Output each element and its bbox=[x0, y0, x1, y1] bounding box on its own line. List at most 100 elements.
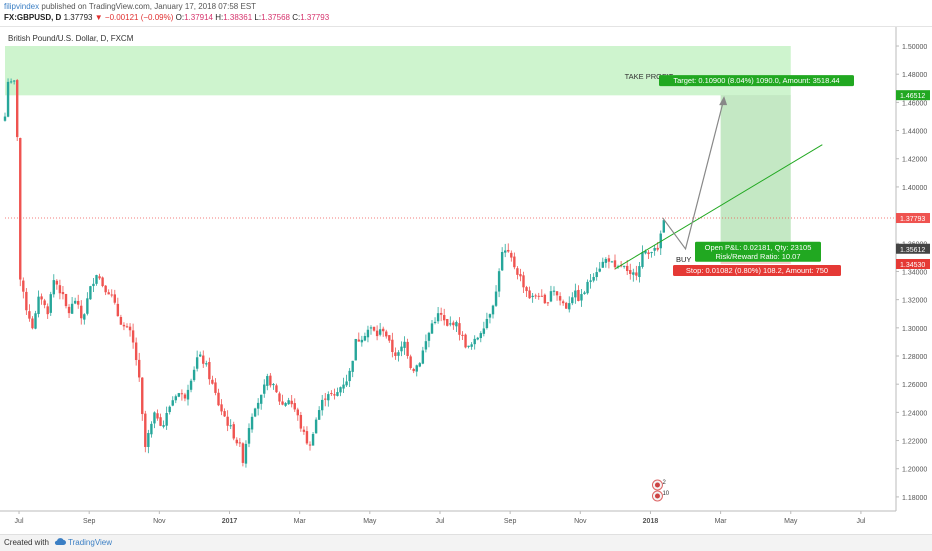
candle-body bbox=[177, 393, 181, 397]
candle-body bbox=[293, 403, 296, 410]
price-tick-label: 1.34000 bbox=[902, 269, 927, 276]
author-link[interactable]: filipvindex bbox=[4, 2, 40, 11]
tradingview-link[interactable]: TradingView bbox=[68, 538, 113, 547]
event-marker[interactable]: 10 bbox=[651, 490, 670, 502]
candle-body bbox=[635, 272, 638, 276]
candle-body bbox=[400, 346, 403, 352]
candle-body bbox=[558, 296, 562, 301]
candle-body bbox=[266, 376, 269, 386]
candle-body bbox=[333, 394, 336, 396]
candle-body bbox=[491, 305, 495, 315]
candle-body bbox=[561, 301, 565, 304]
candle-body bbox=[507, 249, 510, 252]
candle-body bbox=[360, 339, 364, 343]
candle-body bbox=[80, 305, 83, 319]
candle-body bbox=[86, 298, 89, 314]
candle-body bbox=[656, 247, 659, 250]
target-label[interactable]: Target: 0.10900 (8.04%) 1090.0, Amount: … bbox=[659, 75, 854, 87]
candle-body bbox=[610, 261, 614, 263]
candle-body bbox=[43, 300, 46, 306]
candle-body bbox=[314, 419, 318, 434]
price-tick-label: 1.42000 bbox=[902, 157, 927, 164]
candle-body bbox=[555, 291, 559, 296]
flag-icon-center bbox=[654, 482, 660, 488]
candle-body bbox=[25, 291, 28, 311]
chart-frame: 1.50000 1.48000 1.46000 1.44000 1.42000 1.400… bbox=[0, 26, 932, 535]
candle-body bbox=[153, 412, 156, 424]
candle-body bbox=[409, 356, 412, 368]
candle-body bbox=[138, 359, 141, 378]
forecast-path[interactable] bbox=[662, 98, 725, 251]
candle-body bbox=[263, 384, 266, 394]
candle-body bbox=[592, 276, 595, 281]
candle-body bbox=[430, 323, 434, 334]
candle-body bbox=[6, 81, 10, 117]
candle-body bbox=[278, 393, 281, 402]
candle-body bbox=[223, 411, 226, 417]
entry-price-label-text: 1.35612 bbox=[900, 247, 925, 254]
time-tick-label: Nov bbox=[153, 518, 166, 525]
candle-body bbox=[528, 290, 531, 299]
low-label: L: bbox=[254, 13, 262, 22]
candle-body bbox=[415, 365, 418, 372]
candle-body bbox=[165, 412, 168, 426]
candle-body bbox=[162, 425, 165, 427]
candle-body bbox=[467, 345, 470, 347]
candle-body bbox=[192, 369, 196, 381]
candle-body bbox=[546, 302, 550, 304]
candle-body bbox=[449, 323, 452, 325]
candle-body bbox=[220, 404, 223, 412]
time-tick-label: Sep bbox=[83, 518, 96, 525]
candle-body bbox=[336, 392, 339, 396]
candle-body bbox=[98, 276, 101, 279]
candle-body bbox=[537, 295, 540, 297]
candle-body bbox=[12, 80, 16, 82]
candle-body bbox=[58, 285, 62, 294]
candle-body bbox=[372, 326, 376, 331]
stop-label[interactable]: Stop: 0.01082 (0.80%) 108.2, Amount: 750 bbox=[673, 264, 841, 276]
candle-body bbox=[433, 321, 437, 324]
tradingview-cloud-icon bbox=[54, 538, 66, 545]
time-tick-label: Jul bbox=[15, 518, 24, 525]
candle-body bbox=[284, 403, 287, 406]
candle-body bbox=[272, 384, 275, 386]
pnl-label[interactable]: Open P&L: 0.02181, Qty: 23105Risk/Reward… bbox=[695, 241, 821, 262]
candle-body bbox=[531, 295, 534, 298]
candle-body bbox=[308, 444, 312, 446]
time-tick-label: Jul bbox=[856, 518, 865, 525]
candle-body bbox=[613, 260, 617, 268]
candle-body bbox=[504, 250, 507, 253]
candle-body bbox=[604, 258, 608, 263]
candle-body bbox=[391, 339, 394, 353]
stop-label-text: Stop: 0.01082 (0.80%) 108.2, Amount: 750 bbox=[686, 266, 828, 275]
candle-body bbox=[388, 335, 391, 341]
event-marker[interactable]: 2 bbox=[651, 479, 666, 491]
change-value: −0.00121 (−0.09%) bbox=[104, 13, 174, 22]
candle-body bbox=[116, 303, 120, 317]
pnl-label-text: Risk/Reward Ratio: 10.07 bbox=[715, 252, 800, 261]
trendline[interactable] bbox=[615, 144, 823, 270]
candle-body bbox=[650, 252, 653, 254]
candle-body bbox=[70, 303, 74, 314]
candle-body bbox=[73, 300, 77, 304]
candle-body bbox=[339, 387, 342, 393]
price-chart[interactable]: 1.50000 1.48000 1.46000 1.44000 1.42000 1.400… bbox=[0, 27, 932, 535]
candle-body bbox=[607, 258, 611, 262]
candle-body bbox=[549, 291, 553, 302]
take-profit-zone[interactable] bbox=[5, 46, 791, 96]
target-label-text: Target: 0.10900 (8.04%) 1090.0, Amount: … bbox=[673, 76, 839, 85]
high-label: H: bbox=[215, 13, 224, 22]
candle-body bbox=[522, 275, 525, 288]
candle-body bbox=[394, 352, 397, 356]
candle-body bbox=[229, 425, 232, 427]
candle-body bbox=[250, 416, 254, 430]
candle-body bbox=[424, 341, 428, 350]
candle-body bbox=[211, 379, 214, 384]
candle-body bbox=[382, 328, 385, 332]
high-value: 1.38361 bbox=[223, 13, 253, 22]
candle-body bbox=[540, 295, 543, 297]
candle-body bbox=[351, 360, 354, 372]
candle-body bbox=[500, 251, 504, 271]
candle-body bbox=[619, 265, 623, 267]
profit-zone[interactable] bbox=[720, 95, 791, 249]
